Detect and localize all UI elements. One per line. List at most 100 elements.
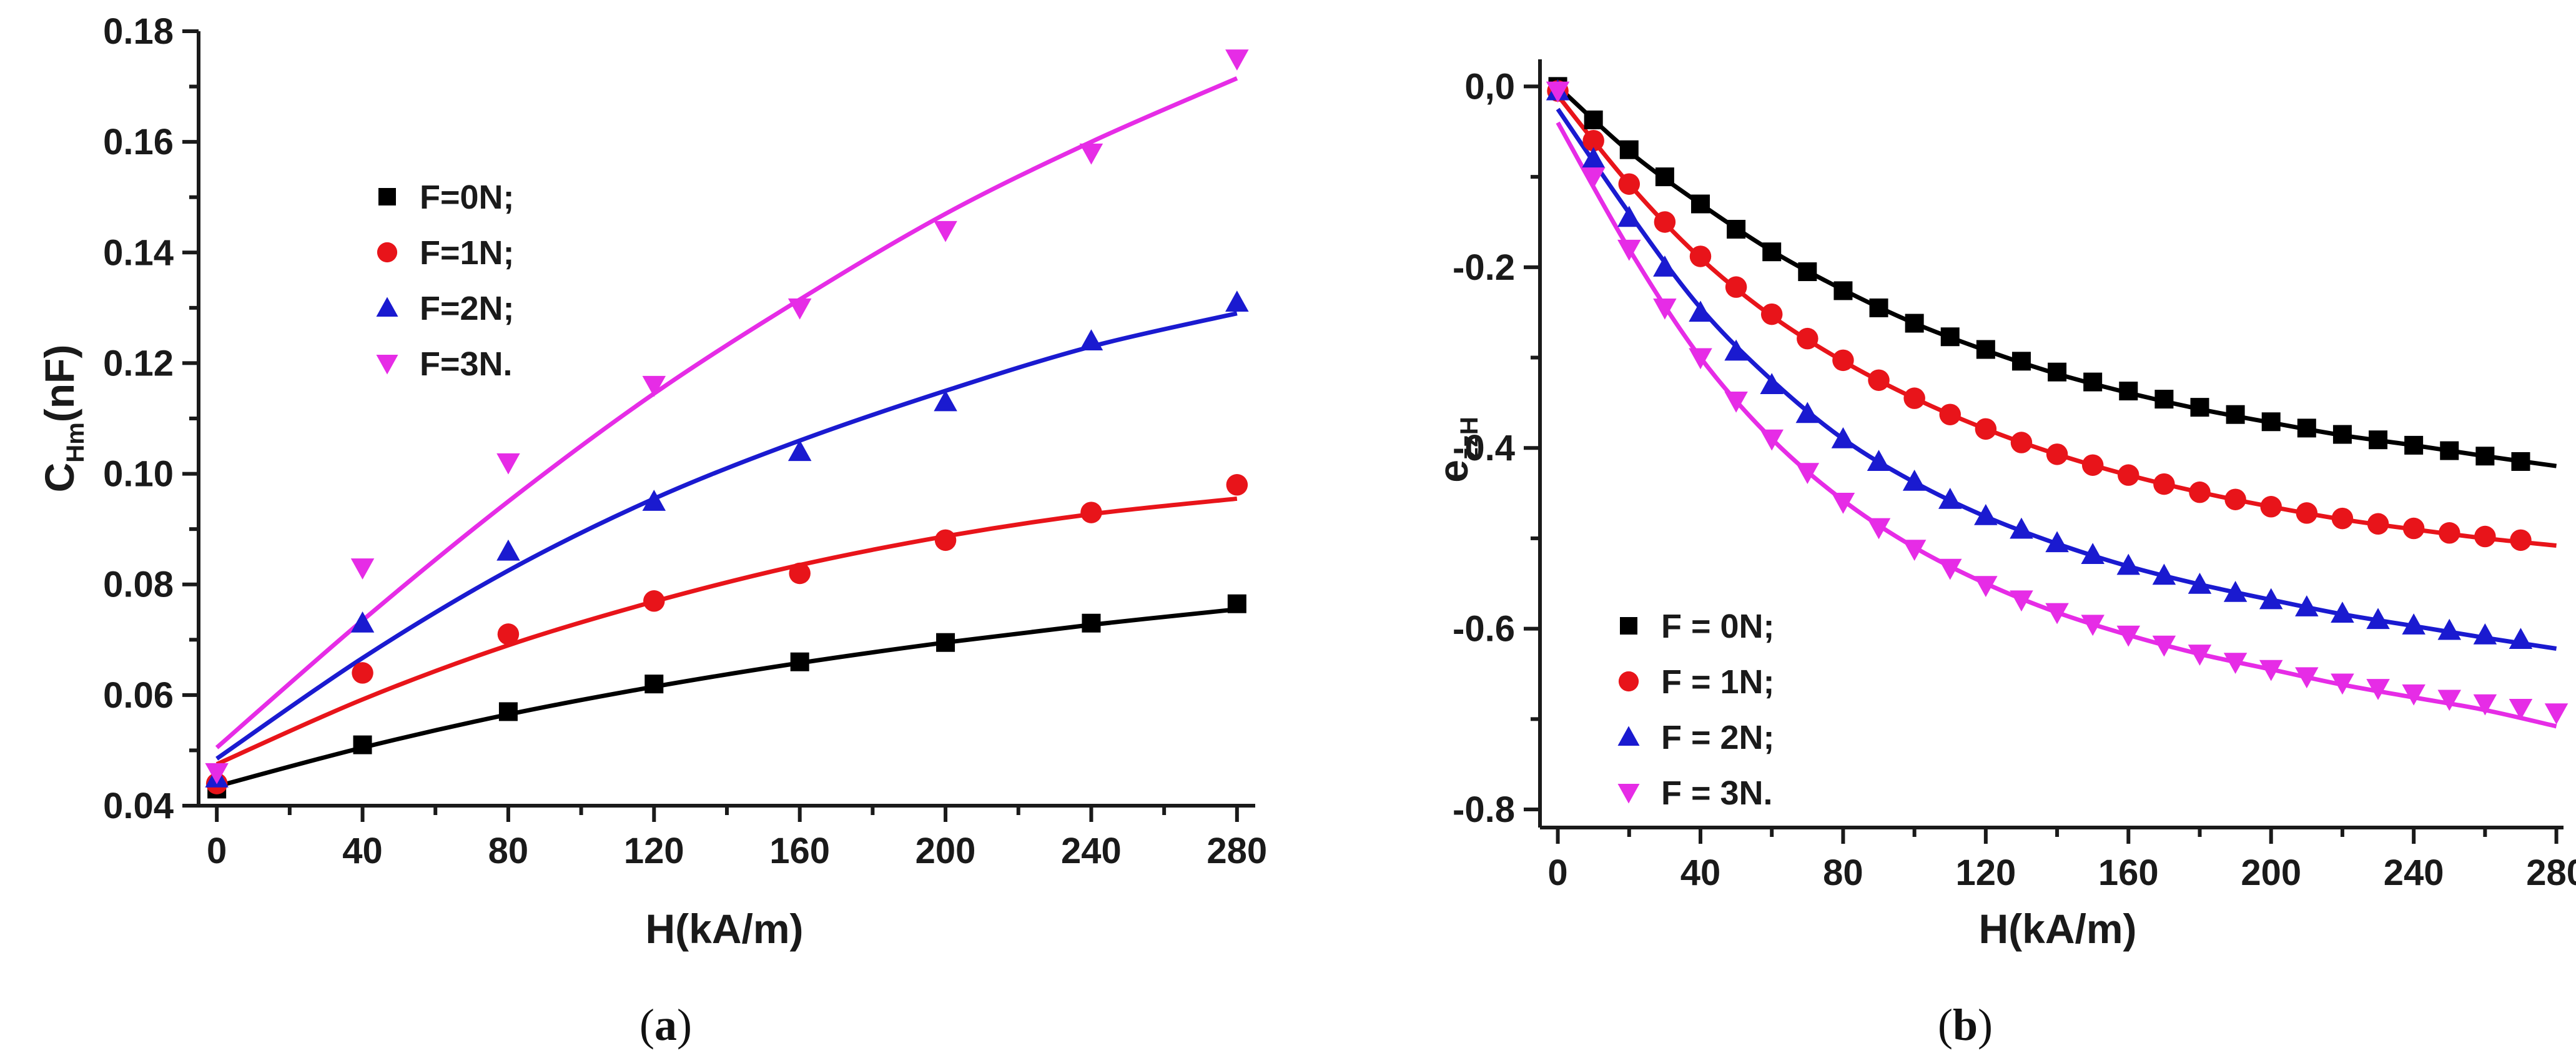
panel-a-fit-line-series-2 xyxy=(215,311,1238,761)
panel-b-legend-label-1: F = 1N; xyxy=(1661,663,1775,701)
panel-b-data-point-series-2 xyxy=(1724,339,1748,361)
panel-b-legend-marker-3 xyxy=(1617,784,1640,804)
panel-b-x-tick-label: 120 xyxy=(1955,853,2016,893)
panel-a-legend: F=0N; F=1N; F=2N; F=3N. xyxy=(376,179,515,383)
panel-b-data-point-series-3 xyxy=(1581,167,1606,189)
panel-b-y-tick-label: -0.4 xyxy=(1453,428,1515,468)
panel-b-legend-marker-1 xyxy=(1618,671,1639,692)
panel-b-data-point-series-1 xyxy=(2402,517,2425,540)
panel-b-data-point-series-2 xyxy=(2509,628,2533,650)
panel-a-data-point-series-1 xyxy=(352,662,373,684)
panel-b-data-point-series-1 xyxy=(1868,369,1890,391)
panel-b-data-point-series-1 xyxy=(2439,522,2460,544)
panel-b-data-point-series-1 xyxy=(2331,507,2354,530)
panel-a-data-point-series-0 xyxy=(936,633,955,652)
panel-b-y-axis-title-sub: zzH xyxy=(1456,417,1483,460)
panel-b-data-point-series-1 xyxy=(1582,129,1604,152)
panel-b-data-point-series-1 xyxy=(2081,454,2104,476)
chart-panel-b: 040801201602002402800,0-0.2-0.4-0.6-0.8 … xyxy=(1430,59,2576,1050)
panel-a-data-point-series-2 xyxy=(1079,329,1103,350)
panel-b-data-point-series-2 xyxy=(1760,373,1784,394)
panel-b-data-point-series-0 xyxy=(1762,242,1782,262)
panel-b-data-point-series-0 xyxy=(2011,352,2031,371)
panel-b-y-tick-label: -0.6 xyxy=(1453,609,1515,650)
panel-a-legend-label-3: F=3N. xyxy=(420,345,513,383)
panel-a-x-tick-label: 240 xyxy=(1061,831,1122,871)
panel-b-data-point-series-0 xyxy=(1869,298,1888,317)
panel-b-data-point-series-1 xyxy=(1903,387,1925,409)
panel-a-data-point-series-0 xyxy=(790,652,809,671)
panel-a-x-tick-label: 120 xyxy=(624,831,684,871)
panel-b-data-point-series-0 xyxy=(2475,447,2495,466)
panel-b-tick-labels: 0 40 80 120 160 200 240 280 0,0 -0.2 -0.4 -0.6 -0.8 xyxy=(1453,66,2576,893)
panel-a-data-point-series-2 xyxy=(934,390,957,412)
panel-b-x-tick-label: 40 xyxy=(1680,853,1721,893)
panel-b-legend-label-2: F = 2N; xyxy=(1661,719,1775,756)
panel-b-data-point-series-1 xyxy=(1832,349,1854,372)
panel-b-data-point-series-3 xyxy=(2223,653,2248,674)
panel-a-data-point-series-0 xyxy=(644,675,664,694)
panel-b-legend-label-3: F = 3N. xyxy=(1661,774,1773,812)
panel-b-data-point-series-1 xyxy=(2224,488,2246,510)
panel-b-data-point-series-2 xyxy=(2045,531,2069,553)
panel-a-data-point-series-1 xyxy=(643,590,665,612)
panel-a-y-axis-title-main: C xyxy=(36,463,82,493)
panel-a-y-tick-label: 0.12 xyxy=(103,343,174,383)
panel-a-ticks xyxy=(182,29,1239,822)
panel-b-data-point-series-2 xyxy=(2010,517,2033,539)
panel-b-data-point-series-3 xyxy=(2331,673,2354,695)
panel-a-data-point-series-0 xyxy=(1082,613,1101,633)
panel-a-y-tick-label: 0.18 xyxy=(103,11,174,52)
panel-b-data-point-series-0 xyxy=(1976,340,1995,359)
panel-b-data-point-series-3 xyxy=(1867,518,1891,540)
panel-b-data-point-series-2 xyxy=(1974,504,1998,525)
panel-b-data-point-series-2 xyxy=(2259,588,2283,610)
panel-b-data-point-series-0 xyxy=(2404,435,2424,455)
panel-a-legend-marker-2 xyxy=(376,297,398,317)
panel-b-markers xyxy=(1546,77,2569,724)
panel-a-markers xyxy=(205,49,1249,799)
panel-a-legend-label-1: F=1N; xyxy=(420,234,515,272)
panel-b-data-point-series-1 xyxy=(2260,496,2282,518)
panel-b-data-point-series-1 xyxy=(1939,403,1961,425)
panel-a-x-tick-label: 0 xyxy=(207,831,227,871)
panel-a-data-point-series-2 xyxy=(1225,290,1249,312)
panel-a-y-tick-label: 0.16 xyxy=(103,122,174,162)
panel-a-caption-letter: a xyxy=(654,1000,677,1050)
panel-a-data-point-series-3 xyxy=(642,375,666,397)
panel-a-fit-lines xyxy=(215,76,1238,789)
panel-b-data-point-series-0 xyxy=(2261,412,2281,432)
panel-a-data-point-series-2 xyxy=(496,539,520,561)
panel-a-data-point-series-3 xyxy=(1079,143,1103,165)
panel-a-data-point-series-3 xyxy=(350,558,375,580)
panel-b-data-point-series-3 xyxy=(2437,690,2462,711)
panel-b-data-point-series-3 xyxy=(1902,540,1927,561)
chart-panel-a: 0 40 80 120 160 200 240 280 0.04 0.06 0.08 0.10 0.12… xyxy=(36,11,1267,1050)
panel-a-data-point-series-1 xyxy=(934,529,957,551)
panel-a-x-axis-title: H(kA/m) xyxy=(645,906,803,952)
panel-a-data-point-series-3 xyxy=(787,298,812,320)
panel-a-data-point-series-0 xyxy=(353,735,372,754)
panel-b-data-point-series-1 xyxy=(1760,303,1783,325)
panel-a-data-point-series-1 xyxy=(1226,474,1248,496)
panel-a-data-point-series-0 xyxy=(498,702,518,721)
panel-b-data-point-series-2 xyxy=(2295,595,2319,616)
panel-a-x-tick-label: 160 xyxy=(769,831,830,871)
panel-a-data-point-series-1 xyxy=(1080,502,1102,523)
panel-a-data-point-series-3 xyxy=(1225,49,1249,71)
panel-b-data-point-series-3 xyxy=(2152,635,2176,657)
panel-b-data-point-series-1 xyxy=(2367,513,2389,535)
panel-b-data-point-series-1 xyxy=(2153,473,2175,495)
panel-b-data-point-series-2 xyxy=(1867,450,1891,471)
panel-a-data-point-series-3 xyxy=(496,453,520,475)
panel-b-data-point-series-1 xyxy=(2118,464,2139,486)
panel-b-data-point-series-0 xyxy=(2297,418,2316,438)
panel-b-data-point-series-2 xyxy=(1617,205,1641,227)
panel-b-data-point-series-0 xyxy=(1655,167,1674,187)
panel-b-data-point-series-2 xyxy=(2188,572,2212,594)
panel-b-data-point-series-3 xyxy=(2473,694,2497,716)
panel-b-data-point-series-3 xyxy=(1831,493,1855,514)
panel-b-data-point-series-3 xyxy=(2010,590,2033,612)
panel-a-legend-label-2: F=2N; xyxy=(420,290,515,327)
panel-b-data-point-series-0 xyxy=(2048,362,2067,382)
